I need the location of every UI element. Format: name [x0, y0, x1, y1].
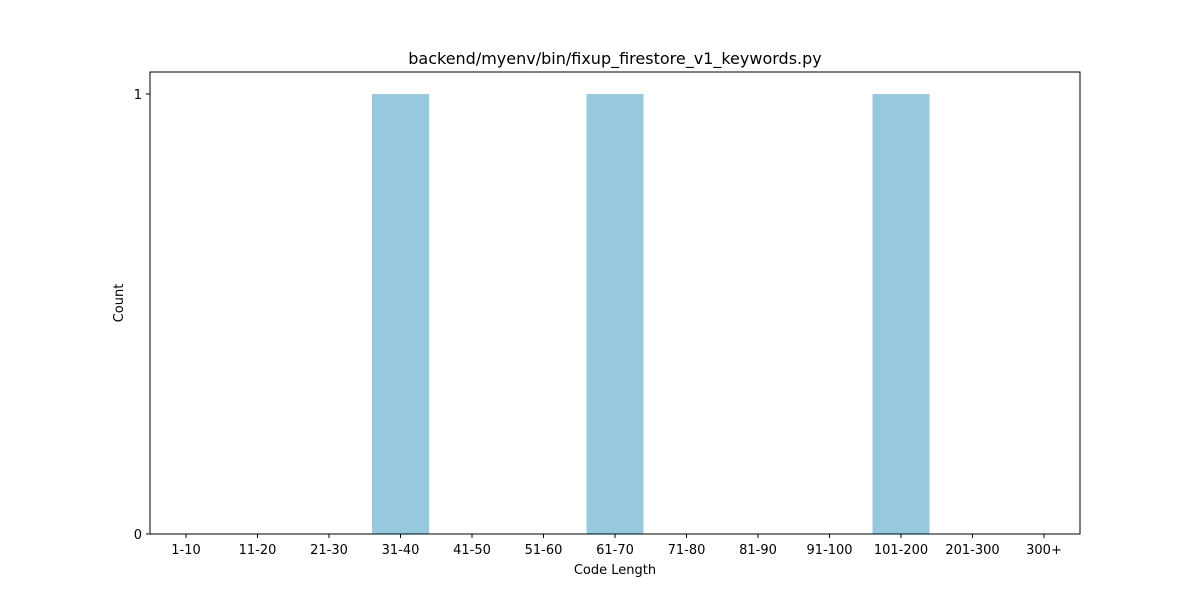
x-tick-label: 61-70 [596, 543, 634, 558]
x-tick-label: 41-50 [453, 543, 491, 558]
x-tick-label: 81-90 [739, 543, 777, 558]
bar-31-40 [372, 94, 429, 534]
y-tick-label: 0 [134, 528, 142, 543]
y-axis: 01 [134, 88, 150, 543]
x-tick-label: 201-300 [945, 543, 999, 558]
x-tick-label: 101-200 [874, 543, 928, 558]
x-tick-label: 300+ [1026, 543, 1062, 558]
chart-title: backend/myenv/bin/fixup_firestore_v1_key… [408, 49, 822, 69]
y-tick-label: 1 [134, 88, 142, 103]
x-tick-label: 51-60 [525, 543, 563, 558]
x-tick-label: 11-20 [239, 543, 277, 558]
bars-group [372, 94, 930, 534]
y-axis-label: Count [112, 284, 127, 323]
x-axis-label: Code Length [574, 563, 656, 578]
x-tick-label: 21-30 [310, 543, 348, 558]
bar-101-200 [872, 94, 930, 534]
bar-61-70 [586, 94, 644, 534]
x-tick-label: 1-10 [171, 543, 201, 558]
x-tick-label: 91-100 [806, 543, 852, 558]
x-axis: 1-10 11-20 21-30 31-40 41-50 51-60 61-70 71-80 8… [171, 534, 1062, 558]
x-tick-label: 31-40 [382, 543, 420, 558]
x-tick-label: 71-80 [668, 543, 706, 558]
